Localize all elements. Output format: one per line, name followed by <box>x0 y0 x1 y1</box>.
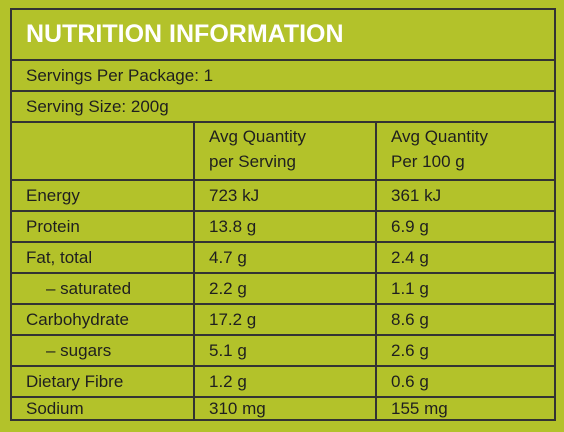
per-serving-value: 17.2 g <box>193 305 375 334</box>
table-row: – saturated 2.2 g 1.1 g <box>12 274 554 305</box>
table-row: – sugars 5.1 g 2.6 g <box>12 336 554 367</box>
per-100g-value: 6.9 g <box>375 212 554 241</box>
per-100g-value: 155 mg <box>375 398 554 419</box>
per-serving-value: 310 mg <box>193 398 375 419</box>
panel-title: NUTRITION INFORMATION <box>12 10 554 61</box>
per-serving-value: 4.7 g <box>193 243 375 272</box>
per-100g-value: 0.6 g <box>375 367 554 396</box>
nutrient-label: Sodium <box>26 399 84 418</box>
per-100g-value: 8.6 g <box>375 305 554 334</box>
per-100g-value: 1.1 g <box>375 274 554 303</box>
per-serving-value: 5.1 g <box>193 336 375 365</box>
per-100g-value: 2.4 g <box>375 243 554 272</box>
per-serving-value: 13.8 g <box>193 212 375 241</box>
nutrition-table: NUTRITION INFORMATION Servings Per Packa… <box>10 8 556 421</box>
per-serving-value: 1.2 g <box>193 367 375 396</box>
table-row: Carbohydrate 17.2 g 8.6 g <box>12 305 554 336</box>
per-100g-value: 2.6 g <box>375 336 554 365</box>
nutrient-label: Protein <box>26 217 80 236</box>
table-row: Sodium 310 mg 155 mg <box>12 398 554 419</box>
table-row: Protein 13.8 g 6.9 g <box>12 212 554 243</box>
table-row: Energy 723 kJ 361 kJ <box>12 181 554 212</box>
nutrient-sublabel: – sugars <box>46 341 112 360</box>
per-serving-value: 2.2 g <box>193 274 375 303</box>
per-serving-value: 723 kJ <box>193 181 375 210</box>
nutrient-label: Fat, total <box>26 248 93 267</box>
nutrient-label: Carbohydrate <box>26 310 130 329</box>
header-per-100g: Avg Quantity Per 100 g <box>375 123 554 179</box>
nutrient-label: Energy <box>26 186 80 205</box>
serving-size: Serving Size: 200g <box>12 92 554 123</box>
header-per-serving: Avg Quantity per Serving <box>193 123 375 179</box>
header-label-column <box>12 123 193 179</box>
per-100g-value: 361 kJ <box>375 181 554 210</box>
table-header-row: Avg Quantity per Serving Avg Quantity Pe… <box>12 123 554 181</box>
table-row: Dietary Fibre 1.2 g 0.6 g <box>12 367 554 398</box>
servings-per-package: Servings Per Package: 1 <box>12 61 554 92</box>
nutrient-sublabel: – saturated <box>46 279 132 298</box>
table-row: Fat, total 4.7 g 2.4 g <box>12 243 554 274</box>
nutrient-label: Dietary Fibre <box>26 372 124 391</box>
